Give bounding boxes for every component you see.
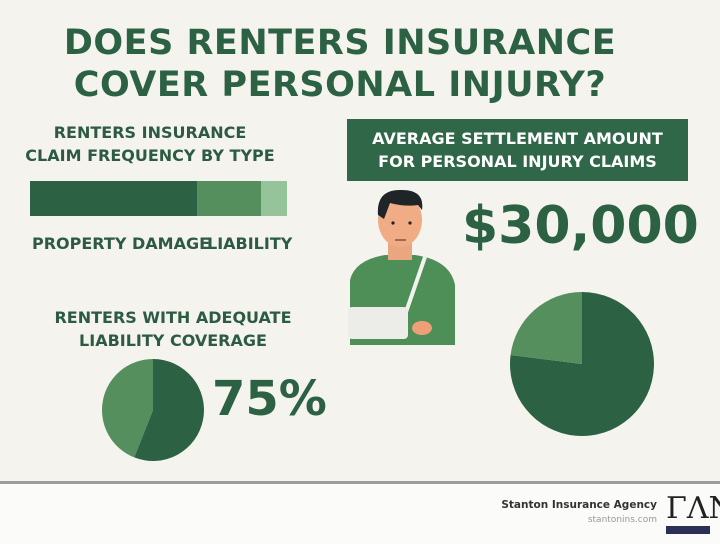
injured-person-illustration — [348, 189, 455, 345]
pie-slice — [134, 359, 204, 461]
claim-frequency-bar — [30, 181, 287, 216]
bar-segment — [261, 181, 287, 216]
pie-slice — [510, 292, 582, 364]
agency-logo: ΓΛΝ — [666, 492, 720, 536]
coverage-pie-chart — [102, 359, 204, 461]
settlement-pie-chart — [510, 292, 654, 436]
footer: Stanton Insurance Agency stantonins.com … — [0, 481, 720, 544]
claim-frequency-heading: RENTERS INSURANCE CLAIM FREQUENCY BY TYP… — [25, 123, 275, 165]
page-title: DOES RENTERS INSURANCE COVER PERSONAL IN… — [63, 23, 617, 105]
coverage-percent: 75% — [212, 371, 327, 427]
settlement-banner: AVERAGE SETTLEMENT AMOUNT FOR PERSONAL I… — [347, 119, 688, 181]
bar-segment — [30, 181, 198, 216]
settlement-amount: $30,000 — [462, 196, 699, 256]
pie-slice — [102, 359, 153, 458]
agency-name: Stanton Insurance Agency — [501, 499, 657, 511]
label-liability: LIABILITY — [207, 234, 293, 253]
agency-website[interactable]: stantonins.com — [587, 515, 657, 525]
coverage-heading: RENTERS WITH ADEQUATE LIABILITY COVERAGE — [54, 308, 292, 350]
label-property-damage: PROPERTY DAMAGE — [32, 234, 211, 253]
bar-segment — [197, 181, 262, 216]
